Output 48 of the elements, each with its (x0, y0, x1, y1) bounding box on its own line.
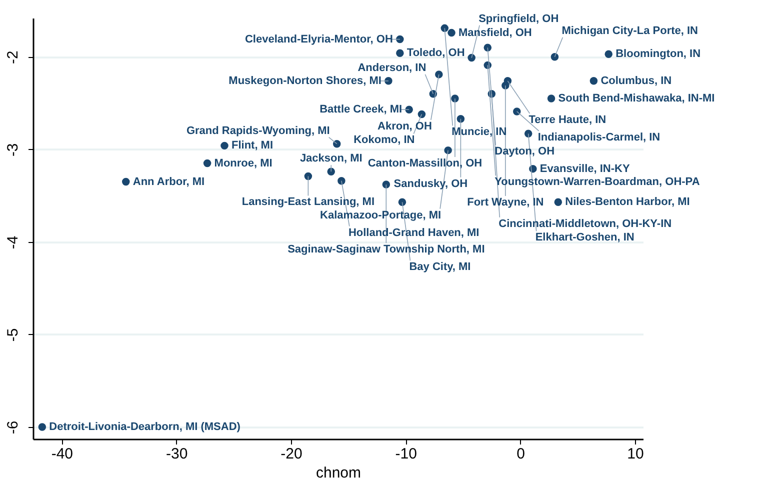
x-tick-label: -10 (395, 446, 417, 462)
x-tick-label: 10 (627, 446, 644, 462)
annotation: Terre Haute, IN (528, 114, 606, 126)
annotation: Saginaw-Saginaw Township North, MI (288, 244, 485, 256)
y-tick-label: -4 (4, 236, 22, 250)
x-axis-title: chnom (316, 464, 362, 478)
annotation: Toledo, OH (406, 47, 465, 60)
y-tick-label: -5 (4, 328, 22, 342)
annotation: Springfield, OH (478, 12, 559, 25)
annotation: Dayton, OH (494, 146, 555, 158)
annotation: Flint, MI (231, 140, 274, 152)
annotation: Sandusky, OH (394, 178, 468, 190)
annotation: Kokomo, IN (354, 134, 415, 146)
annotation: Holland-Grand Haven, MI (348, 226, 480, 239)
annotation: Ann Arbor, MI (132, 176, 205, 188)
annotation: Elkhart-Goshen, IN (535, 232, 634, 244)
annotation: Muskegon-Norton Shores, MI (228, 74, 382, 87)
annotation: Jackson, MI (300, 152, 362, 165)
annotation: Monroe, MI (214, 157, 272, 170)
annotation: Columbus, IN (600, 74, 672, 87)
annotation: Canton-Massillon, OH (368, 158, 482, 170)
annotation: Anderson, IN (358, 62, 426, 74)
annotation: Fort Wayne, IN (467, 196, 544, 209)
annotation: Battle Creek, MI (320, 104, 402, 116)
annotation: South Bend-Mishawaka, IN-MI (558, 92, 715, 104)
annotation: Cincinnati-Middletown, OH-KY-IN (498, 218, 672, 230)
annotation: Bay City, MI (409, 261, 471, 274)
y-tick-label: -2 (4, 50, 22, 64)
annotation: Muncie, IN (452, 126, 507, 138)
annotation: Bloomington, IN (616, 48, 701, 60)
x-tick-label: -40 (51, 446, 74, 462)
annotation: Grand Rapids-Wyoming, MI (186, 124, 330, 137)
x-tick-label: 0 (516, 446, 525, 462)
annotation: Lansing-East Lansing, MI (242, 196, 374, 208)
x-tick-label: -30 (166, 446, 188, 462)
annotation: Kalamazoo-Portage, MI (320, 209, 442, 222)
annotation: Michigan City-La Porte, IN (562, 24, 698, 37)
annotation: Niles-Benton Harbor, MI (565, 196, 690, 208)
annotation: Youngstown-Warren-Boardman, OH-PA (494, 176, 700, 188)
annotation: Akron, OH (378, 120, 432, 132)
annotation: Evansville, IN-KY (540, 162, 630, 175)
annotation: Cleveland-Elyria-Mentor, OH (244, 33, 393, 46)
x-tick-label: -20 (280, 446, 302, 462)
annotation: Mansfield, OH (458, 26, 532, 39)
y-tick-label: -3 (4, 143, 22, 157)
annotation: Indianapolis-Carmel, IN (538, 131, 660, 144)
y-tick-label: -6 (4, 420, 22, 434)
annotation: Detroit-Livonia-Dearborn, MI (MSAD) (49, 420, 241, 433)
